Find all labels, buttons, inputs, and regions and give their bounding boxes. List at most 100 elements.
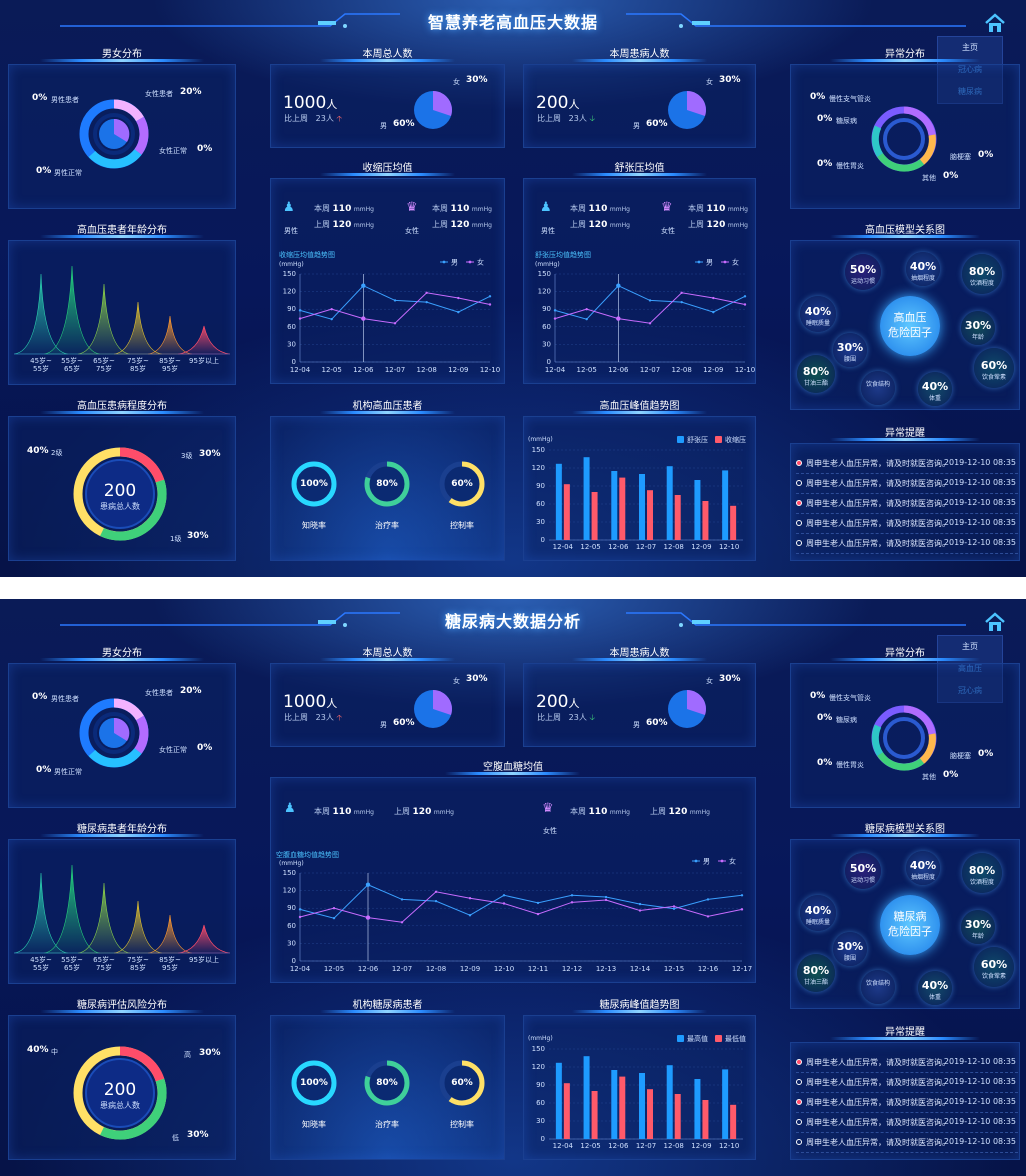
- weekly-sick-value: 200人: [536, 93, 580, 113]
- weekly-sick-title: 本周患病人数: [609, 49, 670, 60]
- alert-time: 2019-12-10 08:35: [943, 1057, 1016, 1066]
- title-underline: [40, 411, 204, 414]
- age-tick-label: 65岁~ 75岁: [93, 956, 115, 972]
- org-ring-pct: 80%: [376, 1078, 398, 1088]
- bar-2: [674, 1094, 681, 1139]
- data-point: [332, 907, 336, 910]
- age-tick-label: 55岁~ 65岁: [61, 956, 83, 972]
- model-bubble-pct: 40%: [804, 904, 832, 917]
- weekly-total-compare: 比上周 23人 🡡: [284, 114, 343, 123]
- bar-2: [674, 495, 681, 540]
- y-tick-label: 150: [283, 270, 296, 278]
- female-person-icon: ♛: [406, 200, 418, 215]
- abnormal-donut: [871, 705, 937, 771]
- menu-item-coronary[interactable]: 冠心病: [958, 65, 982, 74]
- data-point: [585, 317, 588, 321]
- menu-item-home[interactable]: 主页: [962, 43, 978, 52]
- diastolic-line-chart: 0 30 60 90 120 150 12-04 12-05 12-06 12-07 12-08 12…: [538, 258, 756, 375]
- x-tick-label: 12-04: [553, 543, 574, 551]
- alert-row[interactable]: 周申生老人血压异常，请及时就医咨询。 2019-12-10 08:35: [796, 474, 1018, 494]
- data-point: [616, 283, 621, 288]
- glucose-chart-title: 空腹血糖均值趋势图: [276, 851, 339, 859]
- alert-row[interactable]: 周申生老人血压异常，请及时就医咨询。 2019-12-10 08:35: [796, 1093, 1018, 1113]
- alert-row[interactable]: 周申生老人血压异常，请及时就医咨询。 2019-12-10 08:35: [796, 1113, 1018, 1133]
- model-bubble: 60% 饮食荤素: [974, 947, 1014, 987]
- model-center-bubble: 高血压 危险因子: [880, 296, 940, 356]
- age-peak-3: [77, 283, 131, 355]
- peak-chart-unit: (mmHg): [528, 436, 553, 443]
- alert-row[interactable]: 周申生老人血压异常，请及时就医咨询。 2019-12-10 08:35: [796, 534, 1018, 554]
- alert-row[interactable]: 周申生老人血压异常，请及时就医咨询。 2019-12-10 08:35: [796, 1133, 1018, 1153]
- y-tick-label: 30: [287, 340, 296, 348]
- menu-item-hypertension[interactable]: 高血压: [958, 664, 982, 673]
- peak-title: 高血压峰值趋势图: [599, 401, 680, 412]
- home-icon[interactable]: [984, 611, 1006, 633]
- y-tick-label: 90: [542, 305, 551, 313]
- menu-item-coronary[interactable]: 冠心病: [958, 686, 982, 695]
- screenshot-separator: [0, 577, 1026, 599]
- model-title: 糖尿病模型关系图: [865, 824, 945, 835]
- systolic-line-chart: 0 30 60 90 120 150 12-04 12-05 12-06 12-07 12-08 12…: [283, 258, 501, 375]
- data-point: [298, 317, 302, 320]
- alert-row[interactable]: 周申生老人血压异常，请及时就医咨询。 2019-12-10 08:35: [796, 494, 1018, 514]
- x-tick-label: 12-06: [358, 965, 379, 973]
- abnormal-5-label: 其他: [922, 174, 936, 182]
- data-point: [400, 898, 404, 901]
- data-point: [536, 912, 540, 916]
- header-decoration: [60, 13, 966, 28]
- risk-mid-pct: 40%: [27, 1045, 49, 1055]
- series-line-1: [554, 285, 746, 320]
- y-tick-label: 120: [532, 1063, 545, 1071]
- data-point: [743, 303, 747, 306]
- weekly-sick-female-pct: 30%: [719, 75, 741, 85]
- legend-dot: [694, 859, 698, 863]
- bar-2: [619, 477, 626, 540]
- bar-1: [694, 480, 701, 540]
- severity-total-label: 患病总人数: [100, 502, 140, 511]
- model-center-bubble: 糖尿病 危险因子: [880, 895, 940, 955]
- x-tick-label: 12-09: [448, 366, 468, 374]
- alert-row[interactable]: 周申生老人血压异常，请及时就医咨询。 2019-12-10 08:35: [796, 1053, 1018, 1073]
- data-point: [434, 890, 438, 893]
- age-tick-label: 45岁~ 55岁: [30, 357, 52, 373]
- alert-time: 2019-12-10 08:35: [943, 538, 1016, 547]
- age-tick-label: 45岁~ 55岁: [30, 956, 52, 972]
- bar-1: [611, 1070, 618, 1139]
- peak-chart-unit: (mmHg): [528, 1035, 553, 1042]
- title-underline: [40, 834, 204, 837]
- model-bubble-pct: 30%: [964, 319, 992, 332]
- home-icon[interactable]: [984, 12, 1006, 34]
- data-point: [553, 317, 557, 320]
- alert-row[interactable]: 周申生老人血压异常，请及时就医咨询。 2019-12-10 08:35: [796, 454, 1018, 474]
- data-point: [425, 300, 428, 304]
- alert-row[interactable]: 周申生老人血压异常，请及时就医咨询。 2019-12-10 08:35: [796, 1073, 1018, 1093]
- glucose-line-chart: 0 30 60 90 120 150 12-04 12-05 12-06 12-07 12-08 12…: [283, 857, 753, 974]
- alert-row[interactable]: 周申生老人血压异常，请及时就医咨询。 2019-12-10 08:35: [796, 514, 1018, 534]
- abnormal-4-label: 脑梗塞: [950, 752, 971, 760]
- data-point: [393, 299, 397, 302]
- risk-low-pct: 30%: [187, 1130, 209, 1140]
- abnormal-title: 异常分布: [885, 49, 925, 60]
- female-person-icon: ♛: [661, 200, 673, 215]
- menu-item-diabetes[interactable]: 糖尿病: [958, 87, 982, 96]
- org-title: 机构糖尿病患者: [352, 1000, 423, 1011]
- model-bubble-label: 饮酒程度: [969, 879, 994, 886]
- org-ring-pct: 100%: [300, 1078, 328, 1088]
- model-bubble-label: 抽烟程度: [910, 874, 935, 881]
- model-bubble-pct: 80%: [802, 365, 830, 378]
- data-point: [740, 908, 744, 911]
- data-point: [604, 895, 608, 899]
- org-ring-2: [364, 461, 410, 507]
- data-point: [570, 894, 574, 897]
- level3-pct: 30%: [199, 449, 221, 459]
- model-bubble-label: 腰围: [843, 356, 856, 363]
- male-patient-pct: 0%: [32, 692, 48, 702]
- ring-fill: [364, 1060, 410, 1106]
- diabetes-dashboard: 糖尿病大数据分析 主页 高血压 冠心病 男女分布 0% 男性患者 女性患者 20…: [0, 599, 1026, 1176]
- alert-status-dot: [796, 1099, 802, 1105]
- menu-item-home[interactable]: 主页: [962, 642, 978, 651]
- dia-chart-unit: (mmHg): [535, 261, 560, 268]
- ring-fill: [439, 461, 485, 507]
- bar-1: [666, 1065, 673, 1139]
- x-tick-label: 12-06: [608, 366, 629, 374]
